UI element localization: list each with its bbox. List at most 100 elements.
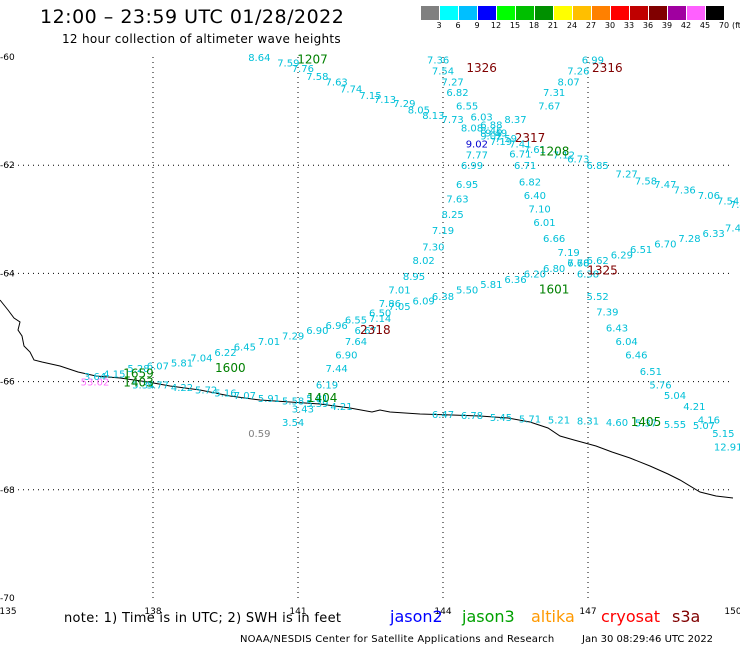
wave-height-value: 6.01 bbox=[533, 218, 555, 229]
wave-height-value: 7.36 bbox=[427, 56, 449, 67]
pass-time-label: 1601 bbox=[539, 283, 570, 297]
scale-label: 45 bbox=[699, 21, 711, 30]
wave-height-value: 7.01 bbox=[258, 337, 280, 348]
scale-swatch bbox=[554, 6, 572, 20]
wave-height-value: 7.76 bbox=[292, 64, 314, 75]
wave-height-value: 7.27 bbox=[442, 77, 464, 88]
scale-label: 27 bbox=[585, 21, 597, 30]
wave-height-value: 6.36 bbox=[504, 275, 526, 286]
wave-height-value: 6.80 bbox=[543, 264, 565, 275]
wave-height-value: 7.39 bbox=[596, 307, 618, 318]
wave-height-value: 7.29 bbox=[282, 332, 304, 343]
wave-height-value: 7.26 bbox=[567, 67, 589, 78]
lat-tick-label: -66 bbox=[0, 378, 15, 388]
wave-height-value: 4.21 bbox=[683, 402, 705, 413]
wave-height-value: 7.54 bbox=[432, 67, 454, 78]
wave-height-value: 7.77 bbox=[466, 150, 488, 161]
credit-line: NOAA/NESDIS Center for Satellite Applica… bbox=[240, 634, 555, 645]
scale-swatch bbox=[668, 6, 686, 20]
wave-height-value: 6.99 bbox=[461, 161, 483, 172]
wave-height-value: 6.71 bbox=[509, 149, 531, 160]
wave-height-value: 7.60 bbox=[567, 259, 589, 270]
lon-tick-label: 135 bbox=[0, 607, 17, 617]
wave-height-value: 6.62 bbox=[587, 256, 609, 267]
wave-height-value: 7.59 bbox=[277, 58, 299, 69]
satellite-name: cryosat bbox=[601, 607, 661, 626]
wave-height-value: 7.31 bbox=[543, 88, 565, 99]
wave-height-value: 5.81 bbox=[171, 359, 193, 370]
scale-swatch bbox=[706, 6, 724, 20]
wave-height-value: 5.81 bbox=[306, 394, 328, 405]
wave-height-value: 6.88 bbox=[480, 121, 502, 132]
wave-height-value: 6.29 bbox=[611, 250, 633, 261]
scale-swatch bbox=[592, 6, 610, 20]
wave-height-value: 7.44 bbox=[326, 364, 348, 375]
page-subtitle: 12 hour collection of altimeter wave hei… bbox=[62, 32, 341, 46]
wave-height-value: 7.19 bbox=[432, 226, 454, 237]
lat-tick-label: -62 bbox=[0, 161, 15, 171]
wave-height-value: 5.39 bbox=[306, 399, 328, 410]
wave-height-value: 5.81 bbox=[480, 280, 502, 291]
wave-height-value: 5.07 bbox=[693, 421, 715, 432]
wave-height-value: 6.04 bbox=[616, 337, 638, 348]
wave-height-value: 6.51 bbox=[640, 367, 662, 378]
scale-swatch bbox=[478, 6, 496, 20]
wave-height-value: 6.90 bbox=[335, 351, 357, 362]
pass-time-label: 1207 bbox=[297, 53, 328, 67]
wave-height-value: 6.99 bbox=[582, 56, 604, 67]
pass-time-label: 2316 bbox=[592, 61, 623, 75]
wave-height-value: 8.46 bbox=[480, 126, 502, 137]
wave-height-value: 9.49 bbox=[485, 129, 507, 140]
wave-height-value: 7.4 bbox=[725, 223, 740, 234]
scale-label: 9 bbox=[474, 21, 480, 30]
wave-height-value: 5.45 bbox=[490, 413, 512, 424]
scale-label: 12 bbox=[490, 21, 502, 30]
scale-label: 30 bbox=[604, 21, 616, 30]
wave-height-value: 5.76 bbox=[649, 380, 671, 391]
wave-height-value: 5.71 bbox=[519, 414, 541, 425]
wave-height-value: 6.73 bbox=[567, 155, 589, 166]
wave-height-value: 7.06 bbox=[698, 191, 720, 202]
axis-tick-labels: -60 -62 -64 -66 -68 -70 135 138 141 144 147 150 bbox=[0, 53, 740, 617]
wave-height-value: 6.45 bbox=[234, 342, 256, 353]
wave-height-value: 5.04 bbox=[664, 391, 686, 402]
pass-time-label: 1600 bbox=[215, 361, 246, 375]
wave-height-value: 6.55 bbox=[456, 102, 478, 113]
wave-height-value: 9.02 bbox=[480, 131, 502, 142]
pass-time-label: 1326 bbox=[466, 61, 497, 75]
wave-height-value: 7.14 bbox=[369, 314, 391, 325]
wave-height-value: 6.07 bbox=[147, 361, 169, 372]
wave-height-value: 6.55 bbox=[345, 315, 367, 326]
wave-height-value: 6.82 bbox=[446, 88, 468, 99]
scale-swatch bbox=[649, 6, 667, 20]
scale-label: 6 bbox=[455, 21, 461, 30]
wave-height-value: 8.25 bbox=[442, 210, 464, 221]
wave-height-value: 5.37 bbox=[635, 419, 657, 430]
wave-height-value: 7.63 bbox=[326, 77, 348, 88]
pass-time-label: 2317 bbox=[515, 131, 546, 145]
scale-label: 33 bbox=[623, 21, 635, 30]
lat-tick-label: -60 bbox=[0, 53, 15, 63]
wave-height-value: 6.78 bbox=[461, 411, 483, 422]
wave-height-value: 6.50 bbox=[369, 308, 391, 319]
wave-height-value: 7.4 bbox=[730, 200, 740, 211]
wave-height-value: 5.77 bbox=[147, 380, 169, 391]
wave-height-value: 8.13 bbox=[422, 111, 444, 122]
wave-height-value: 8.05 bbox=[408, 105, 430, 116]
pass-time-label: 1405 bbox=[631, 415, 662, 429]
lon-tick-label: 147 bbox=[579, 607, 596, 617]
wave-height-value: 6.20 bbox=[524, 269, 546, 280]
wave-height-value: 5.21 bbox=[548, 415, 570, 426]
wave-height-value: 7.28 bbox=[678, 234, 700, 245]
wave-height-value: 6.03 bbox=[471, 113, 493, 124]
wave-height-value: 7.29 bbox=[393, 99, 415, 110]
antarctic-coastline bbox=[0, 299, 734, 499]
scale-label: 36 bbox=[642, 21, 654, 30]
wave-height-value: 5.91 bbox=[258, 394, 280, 405]
scale-swatch bbox=[573, 6, 591, 20]
map-gridlines bbox=[8, 57, 733, 598]
wave-height-value: 6.19 bbox=[316, 380, 338, 391]
wave-height-value: 8.08 bbox=[461, 123, 483, 134]
wave-height-value: 8.64 bbox=[248, 53, 270, 64]
